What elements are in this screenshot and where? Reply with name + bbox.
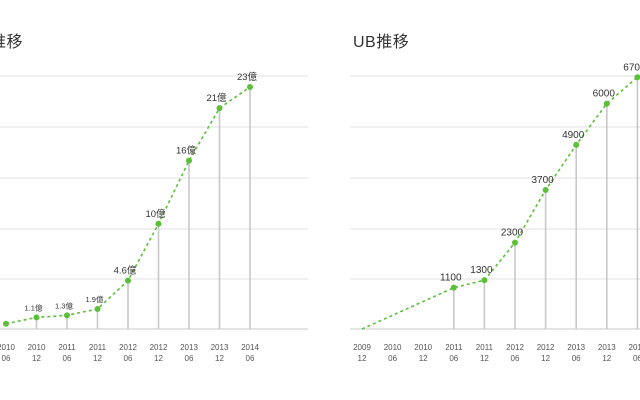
- data-point: [155, 220, 162, 227]
- data-point: [247, 84, 253, 91]
- chart-left-plot: 1.1億 1.3億 1.9億 4.6億 10億 16億 21億 23億 2010 06 2010 12…: [0, 71, 308, 363]
- data-label: 2300: [501, 228, 524, 239]
- data-label: 10億: [145, 208, 166, 220]
- data-label: 1100: [440, 273, 462, 284]
- x-tick-month: 12: [602, 354, 611, 363]
- data-label: 1.3億: [55, 300, 73, 310]
- x-tick-year: 2013: [567, 343, 585, 352]
- data-point: [64, 312, 70, 319]
- x-tick-year: 2012: [506, 343, 524, 352]
- data-point: [33, 314, 40, 321]
- data-point: [542, 186, 549, 193]
- x-tick-year: 2013: [211, 343, 229, 352]
- x-tick-year: 2011: [476, 343, 494, 352]
- data-label: 16億: [176, 145, 197, 157]
- x-tick-month: 12: [541, 354, 550, 363]
- x-tick-month: 12: [93, 354, 102, 363]
- data-point: [125, 277, 131, 284]
- data-label: 6700: [623, 62, 640, 73]
- chart-title-left: 推移: [0, 34, 24, 51]
- data-label: 4900: [562, 130, 585, 141]
- x-tick-year: 2011: [445, 343, 463, 352]
- data-point: [603, 100, 610, 107]
- data-point: [450, 284, 457, 291]
- data-label: 21億: [206, 92, 227, 104]
- data-point: [573, 141, 580, 148]
- x-tick-month: 06: [633, 354, 640, 363]
- data-point: [481, 277, 488, 284]
- data-label: 1.1億: [25, 302, 43, 312]
- data-label: 23億: [237, 71, 258, 83]
- x-tick-year: 2010: [0, 343, 15, 352]
- x-tick-month: 12: [32, 354, 41, 363]
- x-tick-year: 2013: [180, 343, 198, 352]
- data-label: 6000: [593, 89, 616, 100]
- x-tick-month: 12: [358, 354, 367, 363]
- data-label: 4.6億: [114, 265, 137, 277]
- x-tick-month: 06: [511, 354, 520, 363]
- chart-left: 推移 1.1億 1.3億 1.9億 4.6億 10億 16億 21億 23億 2010 06 201…: [0, 34, 308, 363]
- data-point: [3, 320, 9, 327]
- x-tick-year: 2012: [119, 343, 137, 352]
- x-tick-year: 2009: [353, 343, 371, 352]
- data-point: [634, 74, 640, 81]
- data-point: [94, 306, 101, 313]
- x-tick-month: 06: [449, 354, 458, 363]
- x-tick-month: 12: [419, 354, 428, 363]
- x-tick-year: 2013: [598, 343, 616, 352]
- x-tick-month: 06: [63, 354, 72, 363]
- x-tick-year: 2012: [537, 343, 555, 352]
- x-tick-year: 2014: [629, 343, 640, 352]
- x-tick-month: 06: [388, 354, 397, 363]
- data-label: 1300: [470, 265, 493, 276]
- data-point: [512, 239, 518, 246]
- x-tick-month: 12: [480, 354, 489, 363]
- data-point: [216, 105, 223, 112]
- chart-right: UB推移 1100 1300 2300 3700 4900 6000 6700 2009 12 2…: [320, 0, 640, 400]
- chart-title-right: UB推移: [353, 34, 410, 51]
- x-tick-year: 2010: [28, 343, 46, 352]
- x-tick-month: 06: [572, 354, 581, 363]
- x-tick-month: 12: [215, 354, 224, 363]
- x-tick-month: 06: [185, 354, 194, 363]
- x-tick-year: 2010: [414, 343, 432, 352]
- x-tick-year: 2011: [58, 343, 76, 352]
- chart-right-plot: 1100 1300 2300 3700 4900 6000 6700 2009 12 2010 06…: [350, 62, 640, 363]
- x-tick-year: 2012: [150, 343, 168, 352]
- x-tick-month: 06: [124, 354, 133, 363]
- data-label: 3700: [531, 175, 554, 186]
- data-point: [186, 157, 192, 164]
- x-tick-year: 2011: [89, 343, 107, 352]
- x-tick-year: 2014: [241, 343, 259, 352]
- x-tick-month: 12: [154, 354, 163, 363]
- x-tick-month: 06: [246, 354, 255, 363]
- data-label: 1.9億: [86, 294, 104, 304]
- series-line: [361, 76, 638, 330]
- x-tick-month: 06: [2, 354, 11, 363]
- x-tick-year: 2010: [384, 343, 402, 352]
